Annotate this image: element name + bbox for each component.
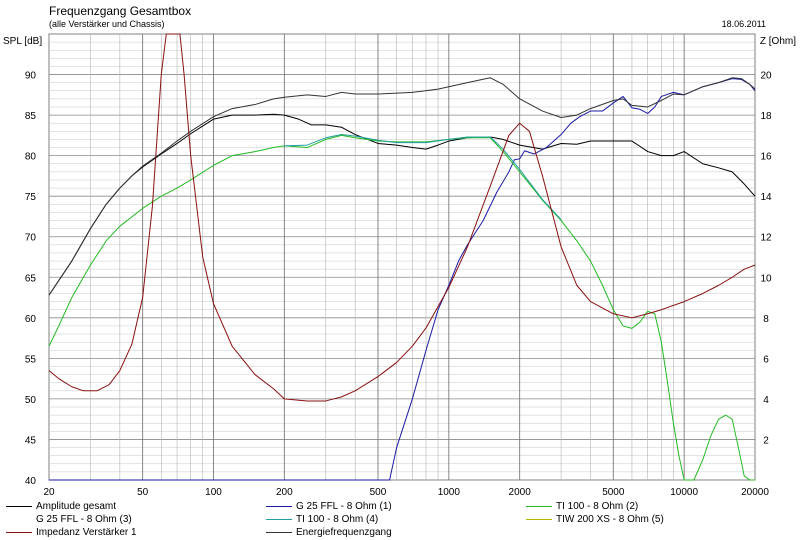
series-line-impedanz-verst-rker-1 bbox=[48, 33, 756, 402]
series-lines bbox=[48, 33, 756, 481]
legend-label: TIW 200 XS - 8 Ohm (5) bbox=[556, 514, 664, 525]
y-left-tick-label: 80 bbox=[25, 152, 37, 163]
legend-item-ti100-4: TI 100 - 8 Ohm (4) bbox=[266, 514, 378, 525]
y-left-tick-label: 40 bbox=[25, 476, 37, 487]
x-tick-label: 500 bbox=[370, 487, 387, 498]
left-axis-title: SPL [dB] bbox=[3, 36, 42, 47]
x-tick-label: 20000 bbox=[741, 487, 769, 498]
plot-area bbox=[48, 33, 756, 481]
y-right-tick-label: 12 bbox=[760, 233, 772, 244]
legend-label: Amplitude gesamt bbox=[36, 501, 117, 512]
legend-swatch bbox=[266, 519, 292, 520]
legend-item-ti100-2: TI 100 - 8 Ohm (2) bbox=[526, 501, 638, 512]
legend-swatch bbox=[266, 532, 292, 533]
legend-item-g25-3: G 25 FFL - 8 Ohm (3) bbox=[6, 514, 132, 525]
y-right-tick-label: 8 bbox=[763, 314, 769, 325]
y-left-tick-label: 90 bbox=[25, 71, 37, 82]
y-right-tick-label: 20 bbox=[760, 71, 772, 82]
legend-label: TI 100 - 8 Ohm (2) bbox=[556, 501, 639, 512]
y-right-tick-label: 6 bbox=[763, 354, 769, 365]
legend-item-energy: Energiefrequenzgang bbox=[266, 527, 392, 538]
legend-label: TI 100 - 8 Ohm (4) bbox=[296, 514, 379, 525]
legend-swatch bbox=[6, 506, 32, 507]
series-line-g-25-ffl-8-ohm-1 bbox=[49, 78, 756, 481]
y-right-tick-label: 2 bbox=[763, 435, 769, 446]
legend-label: Impedanz Verstärker 1 bbox=[36, 527, 137, 538]
x-tick-label: 2000 bbox=[509, 487, 532, 498]
right-axis-title: Z [Ohm] bbox=[760, 36, 796, 47]
chart-subtitle: (alle Verstärker und Chassis) bbox=[49, 19, 165, 29]
legend-swatch bbox=[526, 506, 552, 507]
x-tick-label: 200 bbox=[276, 487, 293, 498]
y-left-tick-label: 75 bbox=[25, 192, 37, 203]
y-left-tick-label: 85 bbox=[25, 111, 37, 122]
legend-swatch bbox=[6, 519, 32, 520]
legend-swatch bbox=[526, 519, 552, 520]
legend-label: G 25 FFL - 8 Ohm (1) bbox=[296, 501, 392, 512]
y-right-tick-label: 10 bbox=[760, 273, 772, 284]
legend-label: G 25 FFL - 8 Ohm (3) bbox=[36, 514, 132, 525]
chart-title: Frequenzgang Gesamtbox bbox=[49, 4, 192, 18]
legend-item-g25-1: G 25 FFL - 8 Ohm (1) bbox=[266, 501, 392, 512]
chart-date: 18.06.2011 bbox=[721, 19, 766, 29]
y-left-tick-label: 65 bbox=[25, 273, 37, 284]
x-tick-label: 1000 bbox=[438, 487, 461, 498]
y-right-tick-label: 4 bbox=[763, 395, 769, 406]
series-line-ti-100-8-ohm-2 bbox=[48, 134, 755, 481]
y-right-tick-label: 14 bbox=[760, 192, 772, 203]
legend-swatch bbox=[6, 532, 32, 533]
y-left-tick-label: 70 bbox=[25, 233, 37, 244]
x-tick-label: 10000 bbox=[670, 487, 698, 498]
series-line-ti-100-8-ohm-4 bbox=[284, 134, 562, 221]
y-left-tick-label: 55 bbox=[25, 354, 37, 365]
y-right-tick-label: 18 bbox=[760, 111, 772, 122]
legend-swatch bbox=[266, 506, 292, 507]
x-tick-label: 20 bbox=[43, 487, 55, 498]
y-right-tick-label: 16 bbox=[760, 152, 772, 163]
tick-labels: 20 50 100 200 500 1000 2000 5000 10000 2000040455… bbox=[25, 71, 772, 498]
y-left-tick-label: 60 bbox=[25, 314, 37, 325]
y-left-tick-label: 45 bbox=[25, 435, 37, 446]
legend-item-tiw200-5: TIW 200 XS - 8 Ohm (5) bbox=[526, 514, 664, 525]
series-line-energiefrequenzgang bbox=[48, 77, 756, 296]
x-tick-label: 100 bbox=[205, 487, 222, 498]
y-left-tick-label: 50 bbox=[25, 395, 37, 406]
legend-label: Energiefrequenzgang bbox=[296, 527, 392, 538]
grid bbox=[49, 34, 755, 480]
legend-item-impedance: Impedanz Verstärker 1 bbox=[6, 527, 137, 538]
x-tick-label: 50 bbox=[137, 487, 149, 498]
legend-item-amplitude: Amplitude gesamt bbox=[6, 501, 116, 512]
x-tick-label: 5000 bbox=[602, 487, 625, 498]
series-line-amplitude-gesamt bbox=[48, 113, 756, 296]
